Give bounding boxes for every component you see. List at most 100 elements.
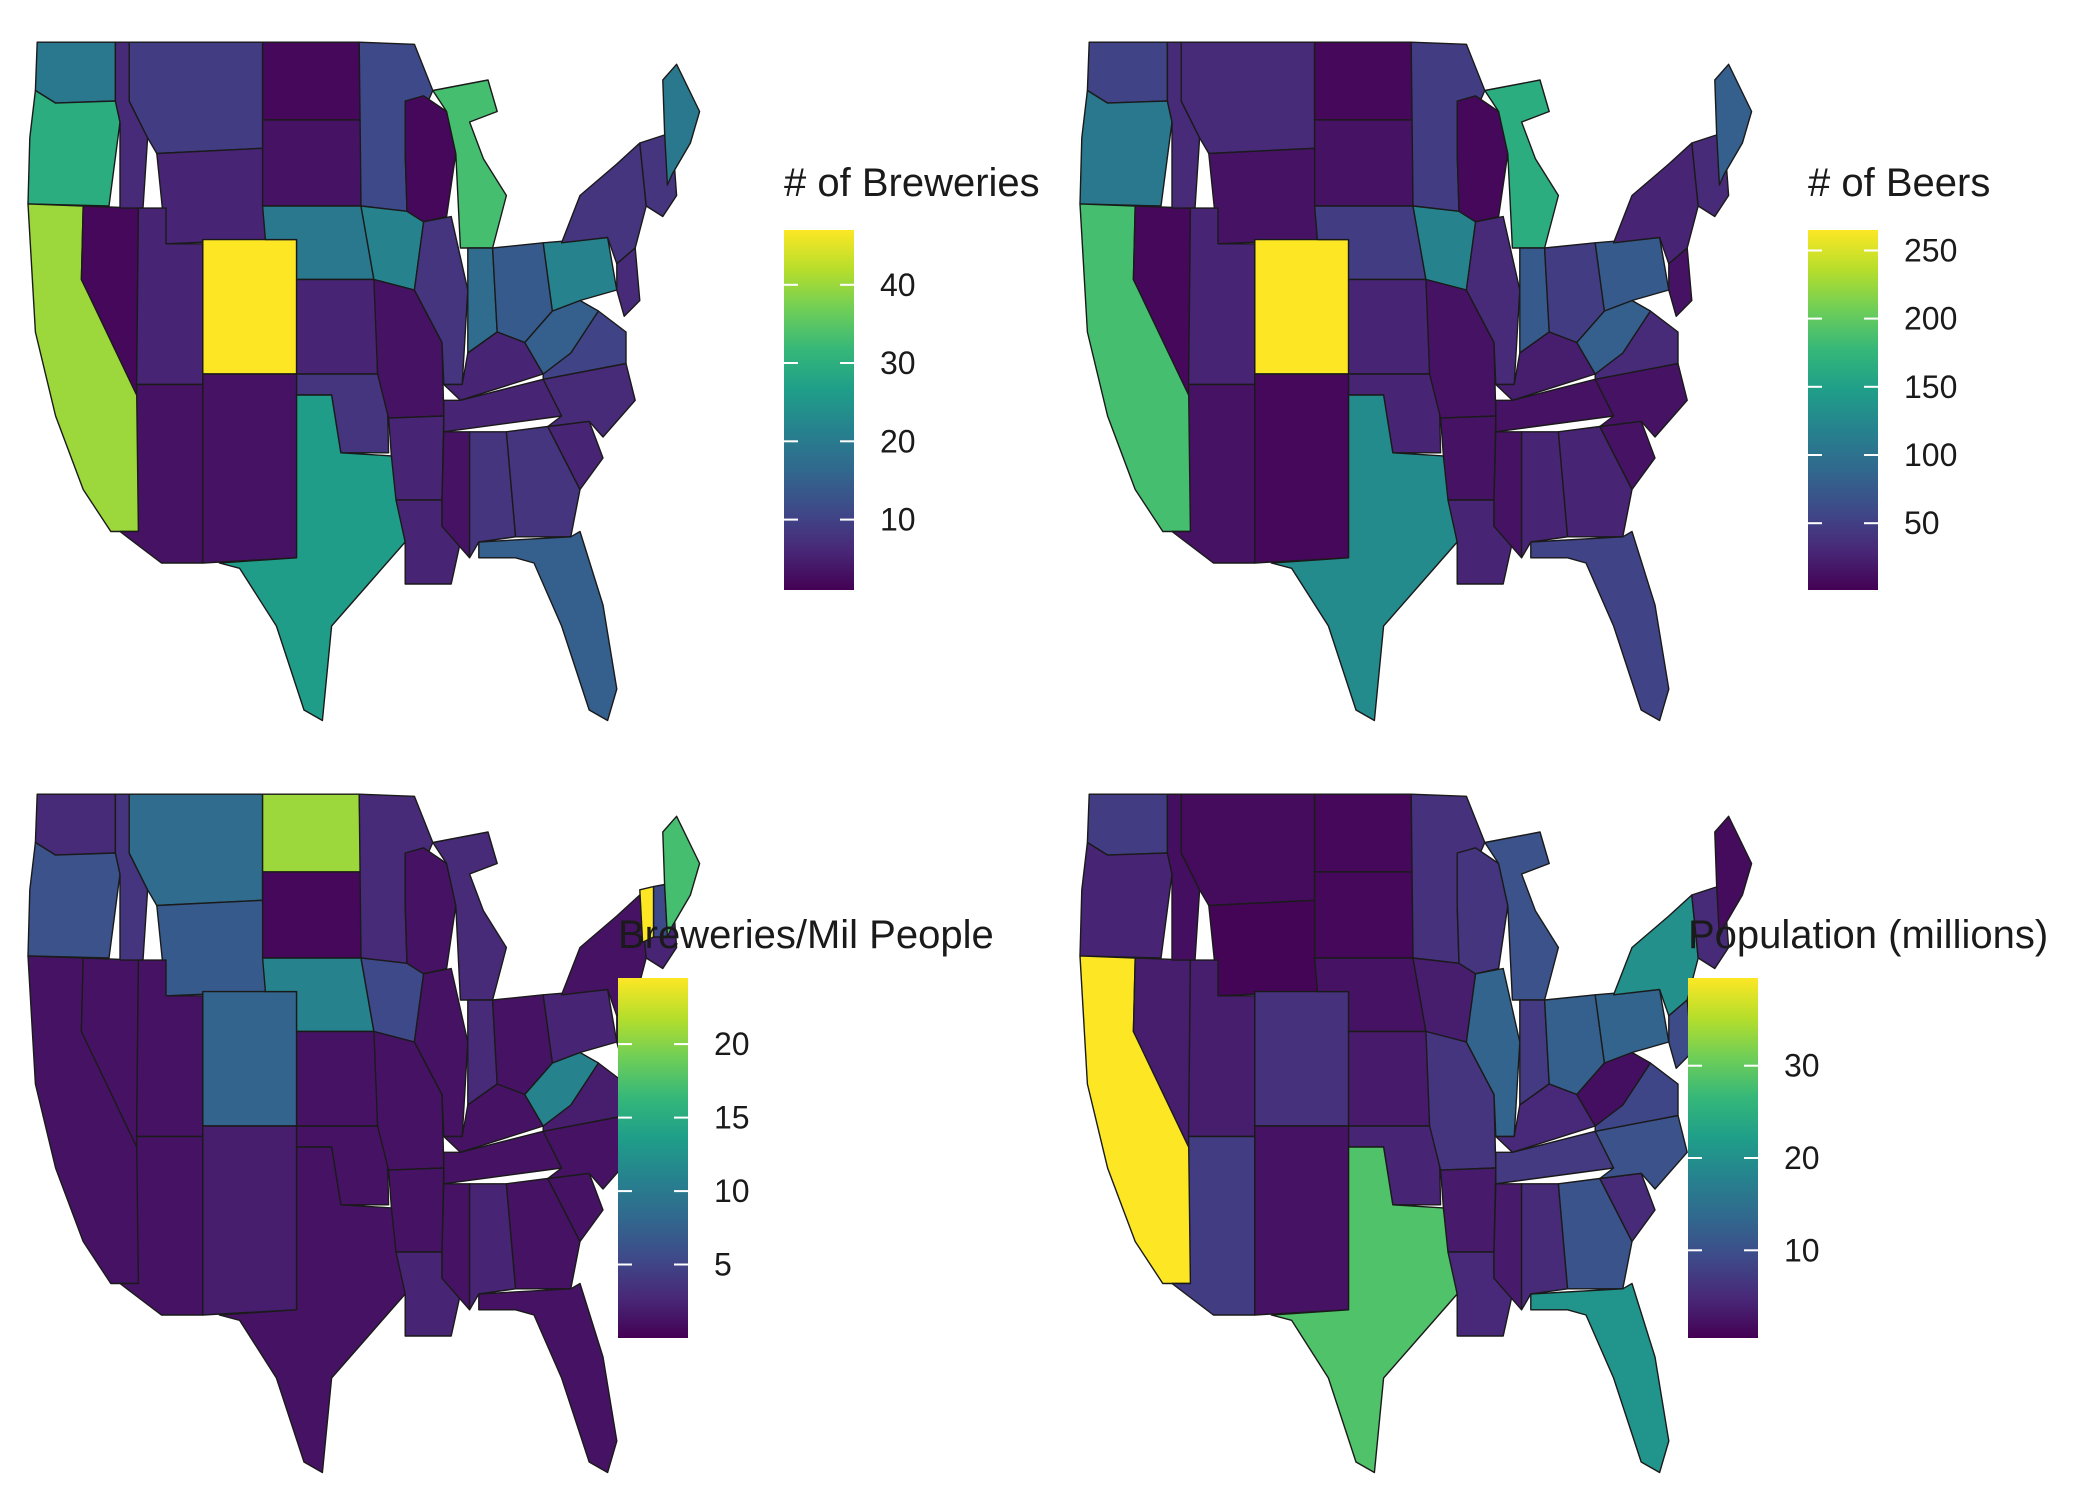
state-nc: [1594, 362, 1688, 438]
state-nj: [1668, 247, 1693, 317]
panel-beers: # of Beers 50 100 150 200 250: [1079, 41, 1990, 722]
state-ar: [387, 1167, 445, 1253]
state-nm: [202, 1125, 298, 1316]
colorbar-tick-label: 50: [1904, 505, 1940, 541]
panel-breweries-per-million: Breweries/Mil People 5 10 15 20: [27, 793, 994, 1474]
state-me: [1714, 63, 1753, 186]
state-ks: [1347, 1030, 1431, 1127]
state-ms: [1493, 431, 1523, 559]
state-wi: [1456, 847, 1509, 975]
state-wa: [34, 41, 117, 104]
colorbar-gradient: [784, 230, 854, 590]
state-mi: [432, 79, 508, 249]
state-nm: [1254, 1125, 1350, 1316]
colorbar-tick-label: 20: [714, 1026, 750, 1062]
state-ks: [1347, 278, 1431, 375]
legend-title: Population (millions): [1688, 913, 2048, 957]
state-ar: [387, 415, 445, 501]
state-wa: [1086, 41, 1169, 104]
state-mi: [1484, 831, 1560, 1001]
state-me: [1714, 815, 1753, 938]
state-al: [1520, 1183, 1569, 1311]
state-nd: [261, 41, 362, 121]
state-pa: [1594, 236, 1670, 312]
state-pa: [1594, 988, 1670, 1064]
state-pa: [542, 236, 618, 312]
state-wi: [1456, 95, 1509, 223]
legend-title: Breweries/Mil People: [618, 913, 994, 957]
state-ms: [441, 1183, 471, 1311]
state-nm: [1254, 373, 1350, 564]
state-co: [1254, 990, 1350, 1127]
state-nd: [1313, 41, 1414, 121]
state-wa: [34, 793, 117, 856]
legend-title: # of Beers: [1808, 161, 1990, 205]
state-mt: [1180, 793, 1316, 907]
state-tx: [1270, 1146, 1458, 1474]
state-ar: [1439, 415, 1497, 501]
colorbar: 50 100 150 200 250: [1808, 230, 1957, 590]
colorbar-tick-label: 100: [1904, 437, 1957, 473]
state-wy: [1208, 147, 1319, 245]
state-or: [1079, 841, 1173, 959]
state-nd: [1313, 793, 1414, 873]
legend: # of Beers 50 100 150 200 250: [1808, 161, 1990, 590]
state-ms: [441, 431, 471, 559]
state-nj: [616, 247, 641, 317]
legend: Population (millions) 10 20 30: [1688, 913, 2048, 1338]
state-tx: [218, 394, 406, 722]
state-pa: [542, 988, 618, 1064]
us-map: [1079, 41, 1753, 722]
state-ky: [443, 331, 544, 401]
us-map: [27, 793, 701, 1474]
state-al: [468, 1183, 517, 1311]
panel-population: Population (millions) 10 20 30: [1079, 793, 2048, 1474]
state-co: [202, 238, 298, 375]
state-wy: [156, 899, 267, 997]
state-sd: [261, 871, 362, 959]
state-ky: [443, 1083, 544, 1153]
colorbar-gradient: [618, 978, 688, 1338]
colorbar: 10 20 30 40: [784, 230, 916, 590]
legend-title: # of Breweries: [784, 161, 1040, 205]
state-ks: [295, 1030, 379, 1127]
state-fl: [478, 530, 618, 722]
legend: # of Breweries 10 20 30 40: [784, 161, 1040, 590]
state-nc: [542, 362, 636, 438]
colorbar-tick-label: 10: [880, 502, 916, 538]
panel-breweries: # of Breweries 10 20 30 40: [27, 41, 1040, 722]
state-wy: [156, 147, 267, 245]
state-mt: [128, 41, 264, 155]
state-ky: [1495, 331, 1596, 401]
state-wy: [1208, 899, 1319, 997]
colorbar-tick-label: 15: [714, 1100, 750, 1136]
state-co: [202, 990, 298, 1127]
state-ms: [1493, 1183, 1523, 1311]
colorbar-tick-label: 20: [1784, 1140, 1820, 1176]
state-mt: [128, 793, 264, 907]
colorbar-tick-label: 30: [880, 345, 916, 381]
state-nd: [261, 793, 362, 873]
us-map: [27, 41, 701, 722]
legend: Breweries/Mil People 5 10 15 20: [618, 913, 994, 1338]
us-map: [1079, 793, 1753, 1474]
state-nj: [1668, 999, 1693, 1069]
state-ky: [1495, 1083, 1596, 1153]
state-fl: [478, 1282, 618, 1474]
state-sd: [261, 119, 362, 207]
state-me: [662, 815, 701, 938]
state-wi: [404, 95, 457, 223]
state-sd: [1313, 119, 1414, 207]
state-mt: [1180, 41, 1316, 155]
state-wa: [1086, 793, 1169, 856]
colorbar-tick-label: 10: [714, 1173, 750, 1209]
colorbar-tick-label: 40: [880, 267, 916, 303]
colorbar-tick-label: 200: [1904, 301, 1957, 337]
colorbar-tick-label: 5: [714, 1247, 732, 1283]
state-al: [1520, 431, 1569, 559]
colorbar: 5 10 15 20: [618, 978, 750, 1338]
state-fl: [1530, 1282, 1670, 1474]
colorbar-gradient: [1808, 230, 1878, 590]
colorbar-tick-label: 150: [1904, 369, 1957, 405]
